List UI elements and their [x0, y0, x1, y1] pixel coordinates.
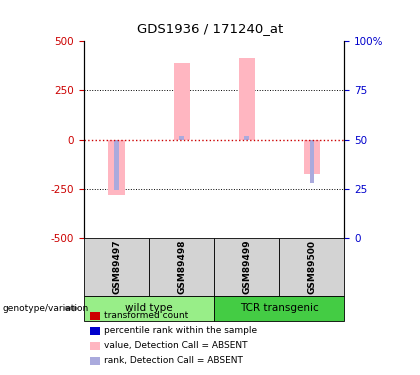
Text: percentile rank within the sample: percentile rank within the sample [104, 326, 257, 335]
Bar [108, 140, 125, 195]
Bar [239, 58, 255, 140]
Bar [173, 63, 190, 140]
Text: wild type: wild type [125, 303, 173, 313]
Text: transformed count: transformed count [104, 311, 189, 320]
Bar [114, 140, 119, 190]
Text: TCR transgenic: TCR transgenic [240, 303, 319, 313]
Text: GSM89499: GSM89499 [242, 240, 251, 294]
Text: GSM89498: GSM89498 [177, 240, 186, 294]
Text: rank, Detection Call = ABSENT: rank, Detection Call = ABSENT [104, 356, 243, 365]
Bar [310, 140, 314, 183]
Text: GSM89500: GSM89500 [307, 240, 316, 294]
Text: genotype/variation: genotype/variation [2, 304, 88, 313]
Text: GSM89497: GSM89497 [112, 240, 121, 294]
Text: GDS1936 / 171240_at: GDS1936 / 171240_at [137, 22, 283, 35]
Bar [244, 136, 249, 140]
Bar [304, 140, 320, 174]
Bar [179, 136, 184, 140]
Text: value, Detection Call = ABSENT: value, Detection Call = ABSENT [104, 341, 248, 350]
